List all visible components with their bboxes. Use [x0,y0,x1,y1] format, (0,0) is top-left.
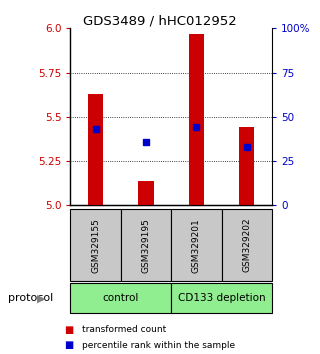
Text: GSM329202: GSM329202 [242,218,251,273]
Text: GDS3489 / hHC012952: GDS3489 / hHC012952 [83,14,237,27]
Bar [139,181,154,205]
Bar [239,127,254,205]
Text: ▶: ▶ [37,293,45,303]
Text: percentile rank within the sample: percentile rank within the sample [82,341,235,350]
Bar [189,34,204,205]
Text: control: control [103,293,139,303]
Text: GSM329155: GSM329155 [91,218,100,273]
Text: protocol: protocol [8,293,53,303]
Text: ■: ■ [64,325,73,335]
Text: GSM329195: GSM329195 [141,218,150,273]
Text: GSM329201: GSM329201 [192,218,201,273]
Text: transformed count: transformed count [82,325,166,335]
Bar [88,94,103,205]
Text: ■: ■ [64,340,73,350]
Text: CD133 depletion: CD133 depletion [178,293,265,303]
